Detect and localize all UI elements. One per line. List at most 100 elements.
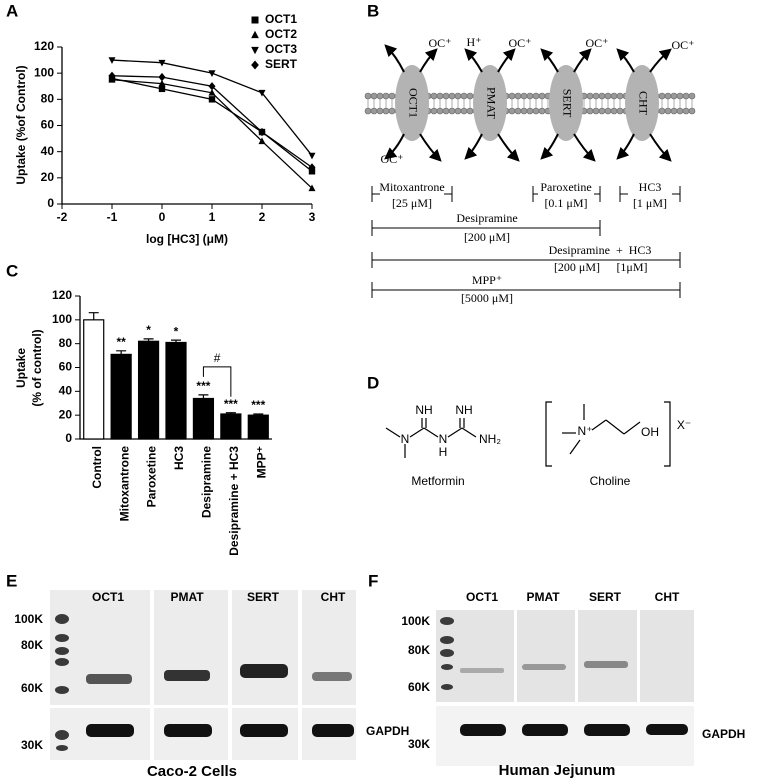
bar xyxy=(192,397,215,440)
y-tick-label: 100 xyxy=(34,65,54,79)
atom-label: NH xyxy=(455,403,472,417)
atom-label: NH xyxy=(415,403,432,417)
lipid-head xyxy=(664,92,672,100)
data-point xyxy=(158,59,166,67)
lipid-head xyxy=(664,107,672,115)
data-point xyxy=(108,57,116,64)
lipid-head xyxy=(382,92,390,100)
lipid-head xyxy=(526,92,534,100)
lipid-head xyxy=(682,92,690,100)
y-tick-label: 40 xyxy=(59,384,73,398)
panel-label: D xyxy=(367,373,379,392)
lipid-head xyxy=(526,107,534,115)
compound-name: Choline xyxy=(590,474,631,488)
lipid-head xyxy=(436,92,444,100)
lipid-head xyxy=(460,92,468,100)
data-point xyxy=(258,127,266,137)
lane-label: CHT xyxy=(655,590,680,604)
lipid-head xyxy=(670,107,678,115)
significance-label: ** xyxy=(116,335,126,349)
x-tick-label: 2 xyxy=(259,210,266,224)
blot-image xyxy=(436,610,694,766)
error-bar xyxy=(116,350,127,355)
legend-label: OCT2 xyxy=(265,27,297,41)
loading-control: GAPDH xyxy=(702,727,745,741)
x-tick-label: Desipramine xyxy=(200,446,214,518)
y-tick-label: 60 xyxy=(59,360,73,374)
y-tick-label: 100 xyxy=(52,312,72,326)
lipid-head xyxy=(514,107,522,115)
significance-label: * xyxy=(146,323,151,337)
legend-label: SERT xyxy=(265,57,298,71)
mw-label: 30K xyxy=(21,738,43,752)
lipid-head xyxy=(466,92,474,100)
lipid-head xyxy=(508,92,516,100)
y-tick-label: 80 xyxy=(59,336,73,350)
transporter-label: PMAT xyxy=(484,87,498,120)
metformin-bonds xyxy=(385,418,477,458)
loading-control: GAPDH xyxy=(366,724,409,738)
lipid-head xyxy=(586,107,594,115)
y-tick-label: 120 xyxy=(34,39,54,53)
atom-label: N xyxy=(439,432,448,446)
lipid-head xyxy=(538,92,546,100)
lipid-head xyxy=(676,92,684,100)
ion-label: H⁺ xyxy=(467,35,482,49)
x-tick-label: Control xyxy=(90,446,104,489)
lipid-head xyxy=(604,92,612,100)
y-tick-label: 80 xyxy=(41,92,55,106)
mw-label: 80K xyxy=(408,643,430,657)
lipid-head xyxy=(520,92,528,100)
lipid-head xyxy=(520,107,528,115)
data-point xyxy=(308,184,316,192)
bar xyxy=(137,340,160,440)
lipid-head xyxy=(598,107,606,115)
lipid-head xyxy=(532,107,540,115)
lipid-head xyxy=(370,107,378,115)
mw-label: 60K xyxy=(408,680,430,694)
lipid-head xyxy=(448,92,456,100)
lipid-head xyxy=(382,107,390,115)
inhibitor-name: Desipramine + HC3 xyxy=(549,243,652,257)
inhibitor-conc: [5000 μM] xyxy=(461,291,513,305)
lipid-head xyxy=(388,92,396,100)
lipid-head xyxy=(616,107,624,115)
x-axis-label: log [HC3] (μM) xyxy=(146,232,228,246)
data-point xyxy=(158,79,166,87)
lane-label: SERT xyxy=(247,590,280,604)
blot-image xyxy=(50,590,356,760)
y-tick-label: 0 xyxy=(65,431,72,445)
data-point xyxy=(308,152,316,160)
inhibitor-conc: [1μM] xyxy=(616,260,647,274)
inhibitor-name: Mitoxantrone xyxy=(379,180,444,194)
error-bar xyxy=(171,339,181,343)
y-tick-label: 20 xyxy=(41,170,55,184)
inhibitor-name: Desipramine xyxy=(456,211,517,225)
lipid-head xyxy=(442,92,450,100)
x-tick-label: Paroxetine xyxy=(145,446,159,508)
lipid-head xyxy=(370,92,378,100)
legend-marker xyxy=(251,30,259,39)
legend-label: OCT1 xyxy=(265,12,297,26)
error-bar xyxy=(143,338,154,342)
y-axis-label: Uptake xyxy=(14,348,28,388)
x-tick-label: 3 xyxy=(309,210,316,224)
error-bar xyxy=(225,412,236,414)
panel-label: C xyxy=(6,261,18,280)
series-line xyxy=(111,79,313,189)
transporter-label: OCT1 xyxy=(406,88,420,118)
x-tick-label: MPP⁺ xyxy=(254,446,268,478)
choline-bonds xyxy=(545,401,671,467)
lipid-head xyxy=(538,107,546,115)
lipid-head xyxy=(610,107,618,115)
inhibitor-name: HC3 xyxy=(639,180,662,194)
x-tick-label: 1 xyxy=(209,210,216,224)
lipid-head xyxy=(586,92,594,100)
lipid-head xyxy=(676,107,684,115)
lipid-head xyxy=(616,92,624,100)
inhibitor-name: MPP⁺ xyxy=(472,273,502,287)
lipid-head xyxy=(430,92,438,100)
mw-label: 100K xyxy=(401,614,430,628)
significance-label: *** xyxy=(251,398,265,412)
